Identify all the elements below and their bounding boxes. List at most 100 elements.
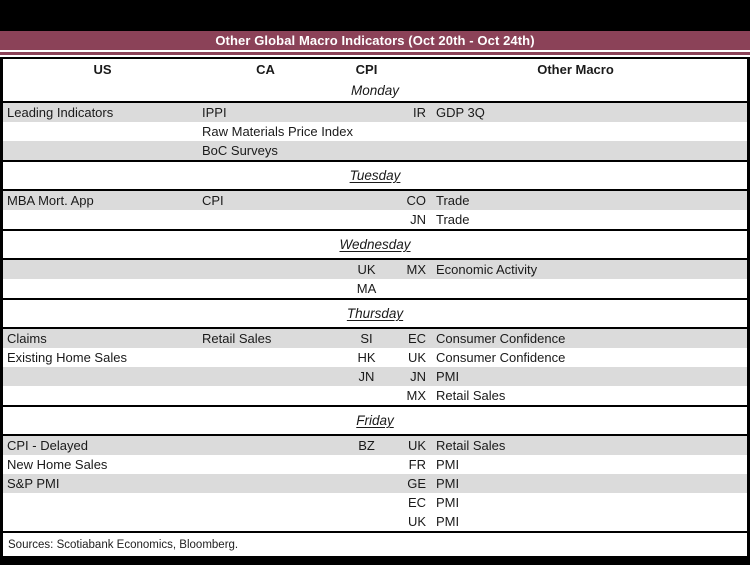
column-header-other-macro: Other Macro bbox=[537, 62, 614, 77]
table-row: CPI - Delayed BZ UK Retail Sales bbox=[3, 436, 747, 455]
indicator-label: PMI bbox=[436, 457, 460, 472]
cell-other-macro: MX Retail Sales bbox=[404, 388, 747, 403]
cell-cpi: UK bbox=[357, 262, 376, 277]
cell-ca: BoC Surveys bbox=[202, 143, 278, 158]
table-row: UK PMI bbox=[3, 512, 747, 531]
page-title: Other Global Macro Indicators (Oct 20th … bbox=[215, 33, 535, 48]
day-header-tuesday: Tuesday bbox=[3, 162, 747, 189]
indicator-label: PMI bbox=[436, 369, 460, 384]
cell-other-macro: IR GDP 3Q bbox=[404, 105, 747, 120]
bottom-black-band bbox=[0, 556, 750, 565]
section-separator bbox=[3, 405, 747, 407]
table-row: Existing Home Sales HK UK Consumer Confiden… bbox=[3, 348, 747, 367]
table-row: Leading Indicators IPPI IR GDP 3Q bbox=[3, 103, 747, 122]
section-separator bbox=[3, 160, 747, 162]
table-row: S&P PMI GE PMI bbox=[3, 474, 747, 493]
cell-other-macro: FR PMI bbox=[404, 457, 747, 472]
cell-ca: Retail Sales bbox=[202, 331, 272, 346]
indicator-label: Trade bbox=[436, 212, 470, 227]
indicator-label: PMI bbox=[436, 476, 460, 491]
indicator-label: Consumer Confidence bbox=[436, 331, 566, 346]
section-separator bbox=[3, 258, 747, 260]
sources-row: Sources: Scotiabank Economics, Bloomberg… bbox=[3, 531, 747, 556]
country-code: FR bbox=[408, 457, 426, 472]
country-code: UK bbox=[407, 514, 426, 529]
indicator-label: Retail Sales bbox=[436, 438, 506, 453]
country-code: MX bbox=[406, 388, 427, 403]
cell-ca: CPI bbox=[202, 193, 224, 208]
country-code: GE bbox=[407, 476, 426, 491]
cell-ca: Raw Materials Price Index bbox=[202, 124, 353, 139]
country-code: JN bbox=[410, 369, 426, 384]
day-label: Monday bbox=[350, 83, 400, 98]
day-header-wednesday: Wednesday bbox=[3, 231, 747, 258]
table-row: UK MX Economic Activity bbox=[3, 260, 747, 279]
sources-text: Sources: Scotiabank Economics, Bloomberg… bbox=[8, 538, 239, 551]
table-row: Raw Materials Price Index bbox=[3, 122, 747, 141]
cell-other-macro: UK Retail Sales bbox=[404, 438, 747, 453]
table-row: JN Trade bbox=[3, 210, 747, 229]
cell-other-macro: EC PMI bbox=[404, 495, 747, 510]
indicator-label: PMI bbox=[436, 495, 460, 510]
indicator-label: PMI bbox=[436, 514, 460, 529]
indicator-label: Economic Activity bbox=[436, 262, 538, 277]
day-label: Wednesday bbox=[339, 237, 411, 252]
country-code: JN bbox=[410, 212, 426, 227]
country-code: EC bbox=[407, 495, 426, 510]
cell-us: Claims bbox=[7, 331, 47, 346]
table-row: MA bbox=[3, 279, 747, 298]
table-row: New Home Sales FR PMI bbox=[3, 455, 747, 474]
cell-us: CPI - Delayed bbox=[7, 438, 88, 453]
column-header-us: US bbox=[93, 62, 112, 77]
indicator-label: Retail Sales bbox=[436, 388, 506, 403]
cell-ca: IPPI bbox=[202, 105, 227, 120]
day-header-monday: Monday bbox=[3, 80, 747, 101]
column-header-ca: CA bbox=[256, 62, 275, 77]
cell-cpi: HK bbox=[357, 350, 376, 365]
section-separator bbox=[3, 101, 747, 103]
cell-cpi: BZ bbox=[358, 438, 375, 453]
country-code: CO bbox=[406, 193, 427, 208]
table-row: Claims Retail Sales SI EC Consumer Confidenc… bbox=[3, 329, 747, 348]
cell-cpi: SI bbox=[360, 331, 373, 346]
cell-us: New Home Sales bbox=[7, 457, 108, 472]
divider-gap bbox=[0, 55, 750, 57]
section-separator bbox=[3, 327, 747, 329]
cell-other-macro: EC Consumer Confidence bbox=[404, 331, 747, 346]
cell-other-macro: JN PMI bbox=[404, 369, 747, 384]
table-row: EC PMI bbox=[3, 493, 747, 512]
cell-us: S&P PMI bbox=[7, 476, 60, 491]
country-code: EC bbox=[407, 331, 426, 346]
cell-cpi: JN bbox=[358, 369, 375, 384]
cell-other-macro: JN Trade bbox=[404, 212, 747, 227]
day-header-thursday: Thursday bbox=[3, 300, 747, 327]
top-black-band bbox=[0, 0, 750, 31]
day-label: Tuesday bbox=[349, 168, 401, 183]
cell-other-macro: UK Consumer Confidence bbox=[404, 350, 747, 365]
table-row: BoC Surveys bbox=[3, 141, 747, 160]
divider-gap bbox=[0, 50, 750, 52]
table-row: JN JN PMI bbox=[3, 367, 747, 386]
title-bar: Other Global Macro Indicators (Oct 20th … bbox=[0, 31, 750, 50]
cell-other-macro: GE PMI bbox=[404, 476, 747, 491]
day-label: Friday bbox=[356, 413, 394, 428]
section-separator bbox=[3, 434, 747, 436]
day-label: Thursday bbox=[346, 306, 404, 321]
cell-us: MBA Mort. App bbox=[7, 193, 94, 208]
day-header-friday: Friday bbox=[3, 407, 747, 434]
section-separator bbox=[3, 298, 747, 300]
country-code: UK bbox=[407, 350, 426, 365]
indicator-label: GDP 3Q bbox=[436, 105, 485, 120]
indicator-label: Consumer Confidence bbox=[436, 350, 566, 365]
cell-other-macro: UK PMI bbox=[404, 514, 747, 529]
accent-line bbox=[0, 52, 750, 55]
cell-us: Leading Indicators bbox=[7, 105, 114, 120]
section-separator bbox=[3, 229, 747, 231]
country-code: MX bbox=[406, 262, 427, 277]
cell-other-macro: CO Trade bbox=[404, 193, 747, 208]
cell-us: Existing Home Sales bbox=[7, 350, 127, 365]
country-code: UK bbox=[407, 438, 426, 453]
table-body: Monday Leading Indicators IPPI IR GDP 3Q Raw … bbox=[3, 80, 747, 531]
table-row: MBA Mort. App CPI CO Trade bbox=[3, 191, 747, 210]
